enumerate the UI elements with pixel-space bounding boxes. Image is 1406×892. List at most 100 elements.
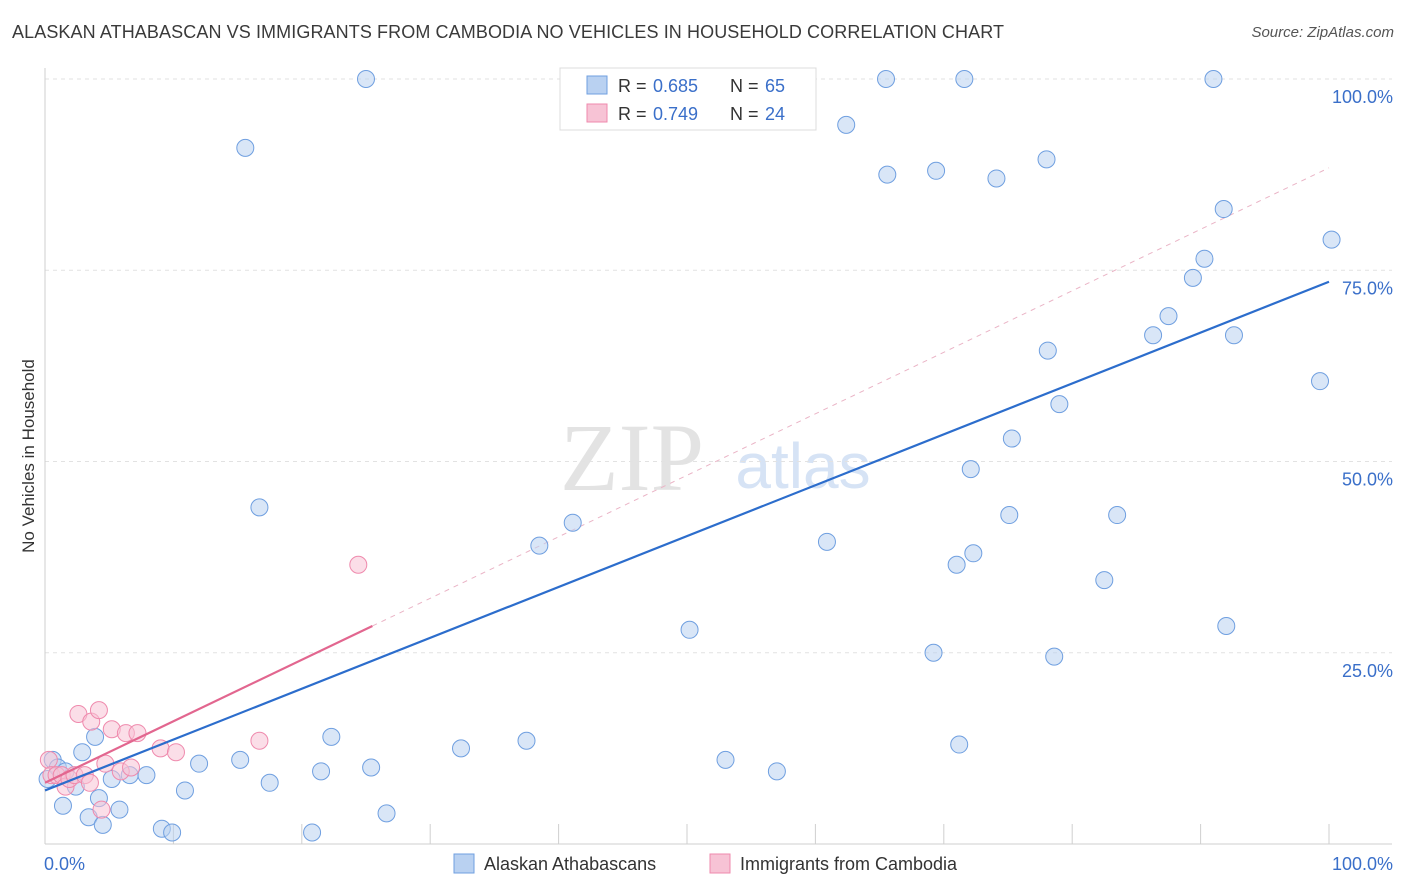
- trend-lines: [44, 280, 1330, 792]
- stats-swatch-blue: [586, 75, 608, 95]
- grid-lines: [45, 78, 1392, 654]
- data-point: [1195, 249, 1214, 268]
- watermark: ZIP atlas: [560, 404, 871, 511]
- data-point: [1224, 326, 1243, 345]
- reference-dashed-line: [372, 167, 1330, 627]
- data-point: [190, 754, 209, 773]
- data-point: [767, 762, 786, 781]
- data-point: [950, 735, 969, 754]
- data-point: [1095, 571, 1114, 590]
- data-point: [1204, 70, 1223, 88]
- data-point: [86, 727, 105, 746]
- x-tick-label: 0.0%: [44, 854, 85, 874]
- data-point: [964, 544, 983, 563]
- data-point: [89, 701, 108, 720]
- data-point: [260, 773, 279, 792]
- axes: [44, 68, 1392, 845]
- trend-line-immigrants-from-cambodia: [44, 624, 373, 784]
- data-point: [955, 70, 974, 88]
- data-point: [924, 643, 943, 662]
- data-point: [1311, 372, 1330, 391]
- stats-n-value-blue: 65: [765, 76, 785, 96]
- data-point: [122, 758, 141, 777]
- stats-n-label-pink: N =: [730, 104, 759, 124]
- data-point: [93, 815, 112, 834]
- data-point: [961, 460, 980, 479]
- stats-r-value-pink: 0.749: [653, 104, 698, 124]
- data-point: [517, 731, 536, 750]
- data-point: [1000, 506, 1019, 525]
- stats-n-value-pink: 24: [765, 104, 785, 124]
- data-point: [53, 796, 72, 815]
- data-point: [166, 743, 185, 762]
- data-point: [530, 536, 549, 555]
- data-point: [349, 555, 368, 574]
- data-point: [92, 800, 111, 819]
- data-point: [1108, 506, 1127, 525]
- data-point: [175, 781, 194, 800]
- data-point: [39, 750, 58, 769]
- data-point: [231, 750, 250, 769]
- data-point: [680, 620, 699, 639]
- series-legend: Alaskan Athabascans Immigrants from Camb…: [453, 853, 958, 874]
- watermark-zip: ZIP: [560, 404, 704, 511]
- x-tick-label: 100.0%: [1332, 854, 1393, 874]
- legend-label-alaskan-athabascans: Alaskan Athabascans: [484, 854, 656, 874]
- source-credit: Source: ZipAtlas.com: [1251, 24, 1394, 41]
- data-point: [163, 823, 182, 842]
- data-point: [927, 161, 946, 180]
- data-point: [1322, 230, 1341, 249]
- data-point: [137, 766, 156, 785]
- data-point: [322, 727, 341, 746]
- data-point: [110, 800, 129, 819]
- stats-r-value-blue: 0.685: [653, 76, 698, 96]
- data-point: [1037, 150, 1056, 169]
- stats-r-label-pink: R =: [618, 104, 647, 124]
- data-point: [377, 804, 396, 823]
- y-tick-label: 50.0%: [1342, 470, 1393, 490]
- data-point: [1144, 326, 1163, 345]
- x-tick-labels: 0.0% 100.0%: [44, 854, 1393, 874]
- data-point: [236, 138, 255, 157]
- data-point: [1217, 616, 1236, 635]
- y-tick-label: 75.0%: [1342, 278, 1393, 298]
- data-point: [947, 555, 966, 574]
- data-point: [1183, 268, 1202, 287]
- data-point: [73, 743, 92, 762]
- stats-r-label-blue: R =: [618, 76, 647, 96]
- data-point: [303, 823, 322, 842]
- data-point: [716, 750, 735, 769]
- data-point: [563, 513, 582, 532]
- stats-swatch-pink: [586, 103, 608, 123]
- data-point: [837, 115, 856, 134]
- data-point: [362, 758, 381, 777]
- trend-line-alaskan-athabascans: [44, 280, 1330, 792]
- stats-legend: R = 0.685 N = 65 R = 0.749 N = 24: [559, 67, 817, 131]
- data-point: [877, 70, 896, 88]
- data-point: [1214, 200, 1233, 219]
- legend-swatch-blue: [453, 853, 475, 874]
- legend-swatch-pink: [709, 853, 731, 874]
- data-point: [80, 773, 99, 792]
- chart-title: ALASKAN ATHABASCAN VS IMMIGRANTS FROM CA…: [12, 22, 1005, 42]
- data-point: [987, 169, 1006, 188]
- stats-n-label-blue: N =: [730, 76, 759, 96]
- y-tick-label: 25.0%: [1342, 661, 1393, 681]
- y-tick-label: 100.0%: [1332, 87, 1393, 107]
- data-point: [1159, 307, 1178, 326]
- data-point: [357, 70, 375, 88]
- data-point: [878, 165, 897, 184]
- data-point: [1002, 429, 1021, 448]
- y-tick-labels: 25.0% 50.0% 75.0% 100.0%: [1332, 87, 1393, 681]
- data-point: [312, 762, 331, 781]
- data-point: [250, 498, 269, 517]
- data-point: [1050, 395, 1069, 414]
- data-point: [1038, 341, 1057, 360]
- y-axis-label: No Vehicles in Household: [19, 359, 38, 553]
- data-point: [817, 532, 836, 551]
- data-point: [250, 731, 269, 750]
- legend-label-immigrants-from-cambodia: Immigrants from Cambodia: [740, 854, 958, 874]
- data-point: [1045, 647, 1064, 666]
- data-point: [452, 739, 471, 758]
